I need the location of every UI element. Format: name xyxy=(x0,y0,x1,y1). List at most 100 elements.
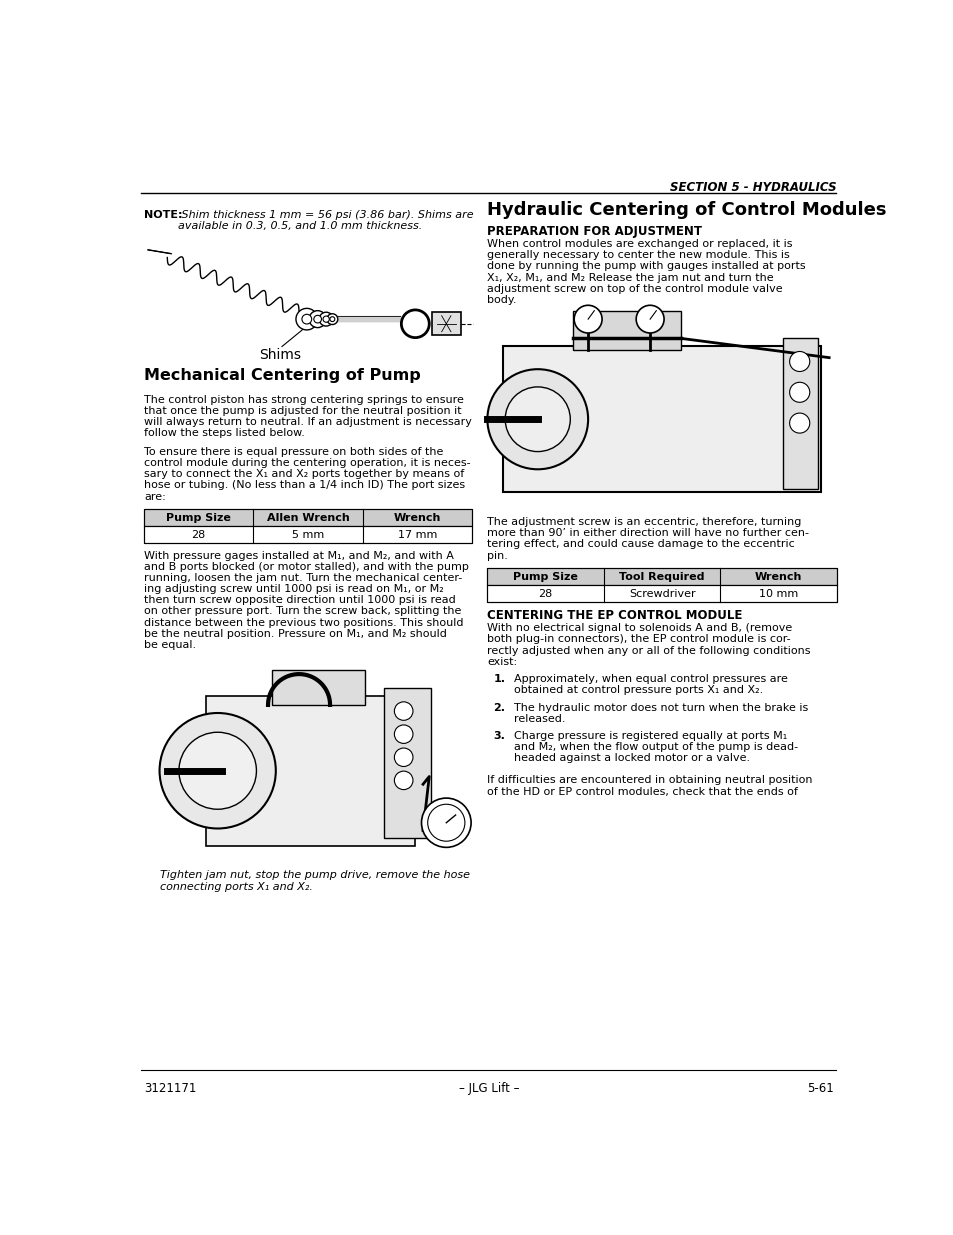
Text: ing adjusting screw until 1000 psi is read on M₁, or M₂: ing adjusting screw until 1000 psi is re… xyxy=(144,584,443,594)
Circle shape xyxy=(319,312,333,326)
Text: control module during the centering operation, it is neces-: control module during the centering oper… xyxy=(144,458,470,468)
Text: Pump Size: Pump Size xyxy=(513,572,578,582)
Text: CENTERING THE EP CONTROL MODULE: CENTERING THE EP CONTROL MODULE xyxy=(487,609,742,622)
Bar xyxy=(384,688,431,839)
Circle shape xyxy=(309,311,326,327)
Text: Approximately, when equal control pressures are: Approximately, when equal control pressu… xyxy=(514,674,787,684)
Text: Charge pressure is registered equally at ports M₁: Charge pressure is registered equally at… xyxy=(514,731,787,741)
Bar xyxy=(572,311,680,350)
Text: The adjustment screw is an eccentric, therefore, turning: The adjustment screw is an eccentric, th… xyxy=(487,517,801,527)
Text: headed against a locked motor or a valve.: headed against a locked motor or a valve… xyxy=(514,753,750,763)
Text: Tighten jam nut, stop the pump drive, remove the hose: Tighten jam nut, stop the pump drive, re… xyxy=(159,871,469,881)
Text: tering effect, and could cause damage to the eccentric: tering effect, and could cause damage to… xyxy=(487,540,794,550)
Text: and M₂, when the flow output of the pump is dead-: and M₂, when the flow output of the pump… xyxy=(514,742,798,752)
Text: When control modules are exchanged or replaced, it is: When control modules are exchanged or re… xyxy=(487,240,792,249)
Text: Wrench: Wrench xyxy=(754,572,801,582)
Text: exist:: exist: xyxy=(487,657,517,667)
Text: Screwdriver: Screwdriver xyxy=(628,589,695,599)
Circle shape xyxy=(421,798,471,847)
Text: available in 0.3, 0.5, and 1.0 mm thickness.: available in 0.3, 0.5, and 1.0 mm thickn… xyxy=(178,221,422,231)
Text: PREPARATION FOR ADJUSTMENT: PREPARATION FOR ADJUSTMENT xyxy=(487,225,701,238)
Text: 5-61: 5-61 xyxy=(806,1082,833,1095)
Bar xyxy=(487,585,836,601)
Text: Mechanical Centering of Pump: Mechanical Centering of Pump xyxy=(144,368,420,383)
Circle shape xyxy=(394,701,413,720)
Circle shape xyxy=(636,305,663,333)
Circle shape xyxy=(394,725,413,743)
Text: of the HD or EP control modules, check that the ends of: of the HD or EP control modules, check t… xyxy=(487,787,798,797)
Text: The hydraulic motor does not turn when the brake is: The hydraulic motor does not turn when t… xyxy=(514,703,808,713)
Text: – JLG Lift –: – JLG Lift – xyxy=(458,1082,518,1095)
Text: adjustment screw on top of the control module valve: adjustment screw on top of the control m… xyxy=(487,284,782,294)
Text: follow the steps listed below.: follow the steps listed below. xyxy=(144,429,305,438)
Text: 17 mm: 17 mm xyxy=(397,530,436,540)
Bar xyxy=(144,509,472,526)
Text: body.: body. xyxy=(487,295,517,305)
Circle shape xyxy=(427,804,464,841)
Text: 10 mm: 10 mm xyxy=(759,589,798,599)
Text: be equal.: be equal. xyxy=(144,640,196,650)
Text: 28: 28 xyxy=(192,530,206,540)
Bar xyxy=(502,346,821,493)
Circle shape xyxy=(314,315,321,322)
Text: Shim thickness 1 mm = 56 psi (3.86 bar). Shims are: Shim thickness 1 mm = 56 psi (3.86 bar).… xyxy=(178,210,474,220)
Circle shape xyxy=(330,316,335,321)
Text: will always return to neutral. If an adjustment is necessary: will always return to neutral. If an adj… xyxy=(144,417,472,427)
Text: To ensure there is equal pressure on both sides of the: To ensure there is equal pressure on bot… xyxy=(144,447,443,457)
Text: 1.: 1. xyxy=(493,674,505,684)
Bar xyxy=(144,526,472,543)
Text: on other pressure port. Turn the screw back, splitting the: on other pressure port. Turn the screw b… xyxy=(144,606,461,616)
Circle shape xyxy=(323,316,329,322)
Text: pin.: pin. xyxy=(487,551,508,561)
Bar xyxy=(272,671,365,705)
Circle shape xyxy=(295,309,317,330)
Text: NOTE:: NOTE: xyxy=(144,210,182,220)
Text: Hydraulic Centering of Control Modules: Hydraulic Centering of Control Modules xyxy=(487,200,886,219)
Text: X₁, X₂, M₁, and M₂ Release the jam nut and turn the: X₁, X₂, M₁, and M₂ Release the jam nut a… xyxy=(487,273,773,283)
Text: more than 90’ in either direction will have no further cen-: more than 90’ in either direction will h… xyxy=(487,529,808,538)
Text: that once the pump is adjusted for the neutral position it: that once the pump is adjusted for the n… xyxy=(144,406,461,416)
Text: distance between the previous two positions. This should: distance between the previous two positi… xyxy=(144,618,463,627)
Text: released.: released. xyxy=(514,714,565,724)
Text: 5 mm: 5 mm xyxy=(292,530,324,540)
Bar xyxy=(144,509,472,543)
Bar xyxy=(431,312,460,336)
Text: Shims: Shims xyxy=(258,348,300,362)
Circle shape xyxy=(574,305,601,333)
Text: 3121171: 3121171 xyxy=(144,1082,196,1095)
Circle shape xyxy=(179,732,256,809)
Bar xyxy=(487,568,836,601)
Text: SECTION 5 - HYDRAULICS: SECTION 5 - HYDRAULICS xyxy=(670,180,836,194)
Circle shape xyxy=(789,383,809,403)
Text: connecting ports X₁ and X₂.: connecting ports X₁ and X₂. xyxy=(159,882,312,892)
Text: With pressure gages installed at M₁, and M₂, and with A: With pressure gages installed at M₁, and… xyxy=(144,551,454,561)
Text: 3.: 3. xyxy=(493,731,505,741)
Text: rectly adjusted when any or all of the following conditions: rectly adjusted when any or all of the f… xyxy=(487,646,810,656)
Text: The control piston has strong centering springs to ensure: The control piston has strong centering … xyxy=(144,395,463,405)
Text: If difficulties are encountered in obtaining neutral position: If difficulties are encountered in obtai… xyxy=(487,776,812,785)
Text: and B ports blocked (or motor stalled), and with the pump: and B ports blocked (or motor stalled), … xyxy=(144,562,469,572)
Circle shape xyxy=(159,713,275,829)
Text: Tool Required: Tool Required xyxy=(618,572,704,582)
Text: are:: are: xyxy=(144,492,166,501)
Text: both plug-in connectors), the EP control module is cor-: both plug-in connectors), the EP control… xyxy=(487,635,790,645)
Text: Allen Wrench: Allen Wrench xyxy=(266,513,349,522)
Text: generally necessary to center the new module. This is: generally necessary to center the new mo… xyxy=(487,251,789,261)
Text: sary to connect the X₁ and X₂ ports together by means of: sary to connect the X₁ and X₂ ports toge… xyxy=(144,469,464,479)
Circle shape xyxy=(505,387,570,452)
Bar xyxy=(487,568,836,585)
Circle shape xyxy=(394,748,413,767)
Text: running, loosen the jam nut. Turn the mechanical center-: running, loosen the jam nut. Turn the me… xyxy=(144,573,462,583)
Text: be the neutral position. Pressure on M₁, and M₂ should: be the neutral position. Pressure on M₁,… xyxy=(144,629,446,638)
Text: obtained at control pressure ports X₁ and X₂.: obtained at control pressure ports X₁ an… xyxy=(514,685,763,695)
Bar xyxy=(781,338,817,489)
Circle shape xyxy=(327,314,337,325)
Circle shape xyxy=(789,412,809,433)
Text: 28: 28 xyxy=(537,589,552,599)
Text: hose or tubing. (No less than a 1/4 inch ID) The port sizes: hose or tubing. (No less than a 1/4 inch… xyxy=(144,480,465,490)
Text: Wrench: Wrench xyxy=(394,513,440,522)
Text: done by running the pump with gauges installed at ports: done by running the pump with gauges ins… xyxy=(487,262,805,272)
Circle shape xyxy=(301,314,312,324)
Circle shape xyxy=(401,310,429,337)
Text: With no electrical signal to solenoids A and B, (remove: With no electrical signal to solenoids A… xyxy=(487,624,792,634)
